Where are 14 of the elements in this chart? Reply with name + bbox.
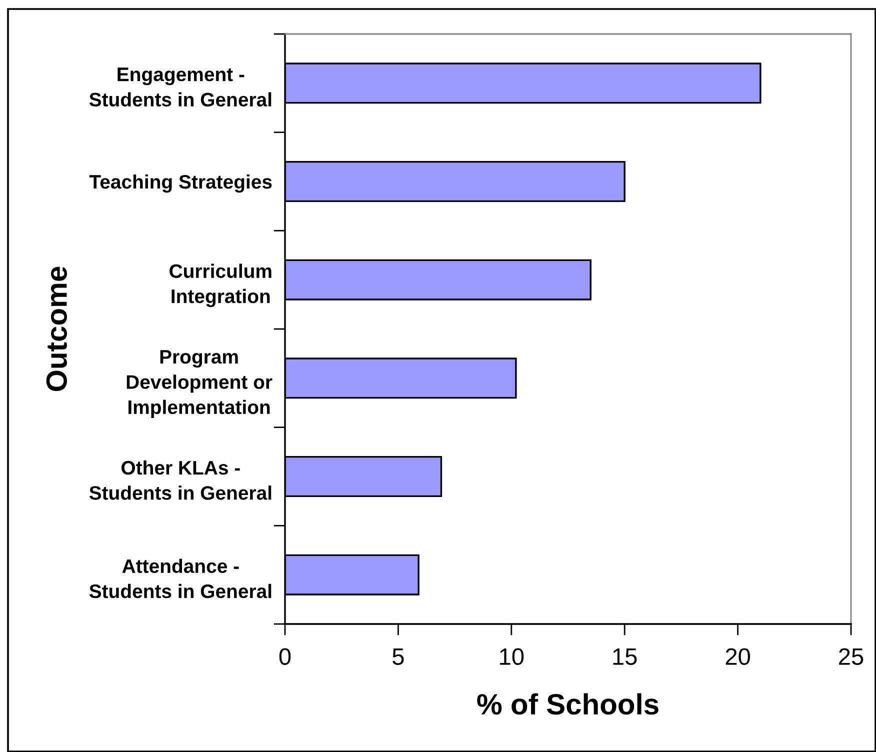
x-tick-label: 0 [279, 648, 291, 665]
y-tick-label: Program Development or Implementation [126, 350, 272, 418]
x-tick-label: 10 [500, 648, 524, 665]
x-tick-label: 25 [839, 648, 864, 665]
x-axis-title: % of Schools [477, 693, 658, 715]
y-tick-label: Curriculum Integration [170, 264, 272, 308]
y-tick-label: Attendance - Students in General [89, 558, 272, 598]
y-tick-label: Other KLAs - Students in General [89, 460, 272, 500]
y-tick-label: Engagement - Students in General [89, 68, 272, 107]
x-tick-label: 15 [613, 648, 637, 665]
y-axis-title: Outcome [46, 266, 67, 391]
y-tick-label: Teaching Strategies [89, 174, 272, 193]
x-tick-label: 20 [726, 648, 750, 665]
x-tick-label: 5 [392, 648, 404, 665]
